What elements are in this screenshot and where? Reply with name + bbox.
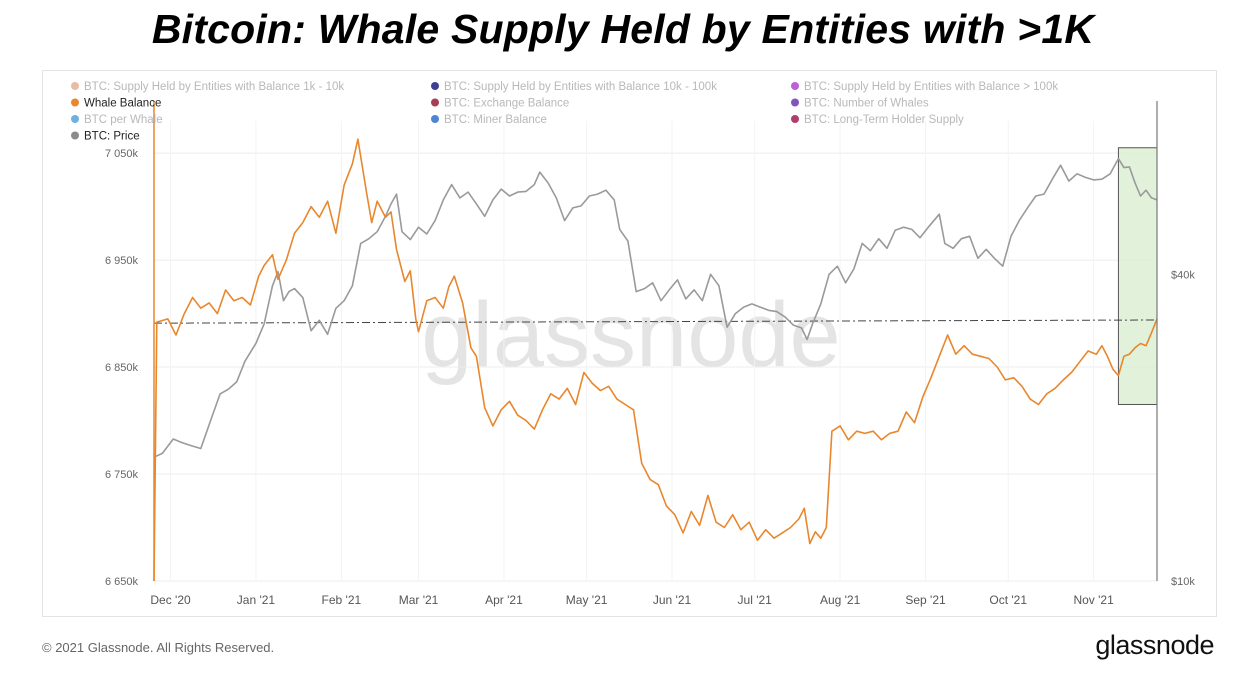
legend-item-label[interactable]: BTC: Miner Balance	[444, 114, 547, 126]
y-left-tick-label: 6 950k	[105, 255, 139, 267]
chart-legend[interactable]: BTC: Supply Held by Entities with Balanc…	[71, 81, 1058, 143]
btc-price-line	[153, 157, 1158, 458]
y-left-tick-label: 7 050k	[105, 148, 139, 160]
grid-lines	[154, 121, 1157, 582]
highlight-rect	[1117, 147, 1158, 405]
x-tick-label: Mar '21	[399, 593, 439, 607]
series-group	[153, 138, 1158, 582]
x-tick-label: Oct '21	[989, 593, 1027, 607]
legend-marker[interactable]	[431, 82, 439, 90]
legend-marker[interactable]	[431, 115, 439, 123]
watermark-text: glassnode	[421, 284, 840, 386]
x-tick-label: Sep '21	[905, 593, 946, 607]
chart-frame: glassnode 6 650k 6 750k 6 850k 6 950k 7 050k…	[42, 70, 1217, 617]
legend-marker[interactable]	[791, 82, 799, 90]
legend-marker[interactable]	[791, 115, 799, 123]
copyright-text: © 2021 Glassnode. All Rights Reserved.	[42, 640, 275, 655]
legend-marker[interactable]	[71, 115, 79, 123]
legend-marker[interactable]	[71, 131, 79, 140]
x-tick-label: May '21	[566, 593, 608, 607]
chart-svg: glassnode 6 650k 6 750k 6 850k 6 950k 7 050k…	[71, 81, 1195, 607]
legend-marker[interactable]	[71, 98, 79, 107]
page-title: Bitcoin: Whale Supply Held by Entities w…	[151, 6, 1095, 52]
y-left-tick-label: 6 750k	[105, 469, 139, 481]
legend-item-label[interactable]: BTC: Long-Term Holder Supply	[804, 114, 964, 126]
glassnode-logo[interactable]: glassnode	[1095, 630, 1214, 660]
x-tick-label: Aug '21	[820, 593, 861, 607]
legend-item-label[interactable]: BTC: Supply Held by Entities with Balanc…	[804, 81, 1058, 93]
x-tick-label: Jan '21	[237, 593, 276, 607]
legend-marker[interactable]	[71, 82, 79, 90]
x-tick-label: Jun '21	[653, 593, 692, 607]
legend-item-label[interactable]: BTC: Supply Held by Entities with Balanc…	[84, 81, 344, 93]
legend-item-label[interactable]: BTC: Supply Held by Entities with Balanc…	[444, 81, 717, 93]
x-tick-label: Nov '21	[1073, 593, 1114, 607]
axes-group: 6 650k 6 750k 6 850k 6 950k 7 050k $10k $40k De…	[105, 101, 1195, 607]
legend-item-label[interactable]: BTC per Whale	[84, 114, 163, 126]
x-tick-label: Apr '21	[485, 593, 523, 607]
x-tick-label: Jul '21	[738, 593, 773, 607]
y-left-tick-label: 6 650k	[105, 576, 139, 588]
legend-marker[interactable]	[431, 98, 439, 107]
y-left-tick-label: 6 850k	[105, 362, 139, 374]
legend-item-label[interactable]: BTC: Number of Whales	[804, 98, 929, 110]
x-tick-label: Feb '21	[322, 593, 362, 607]
legend-item-label[interactable]: BTC: Exchange Balance	[444, 98, 569, 110]
y-right-tick-label: $40k	[1171, 269, 1195, 281]
legend-marker[interactable]	[791, 98, 799, 107]
legend-item-label[interactable]: Whale Balance	[84, 98, 161, 110]
whale-balance-line	[153, 138, 1158, 582]
legend-item-label[interactable]: BTC: Price	[84, 131, 140, 143]
x-tick-label: Dec '20	[150, 593, 191, 607]
highlight-box	[1117, 147, 1158, 405]
y-right-tick-label: $10k	[1171, 576, 1195, 588]
